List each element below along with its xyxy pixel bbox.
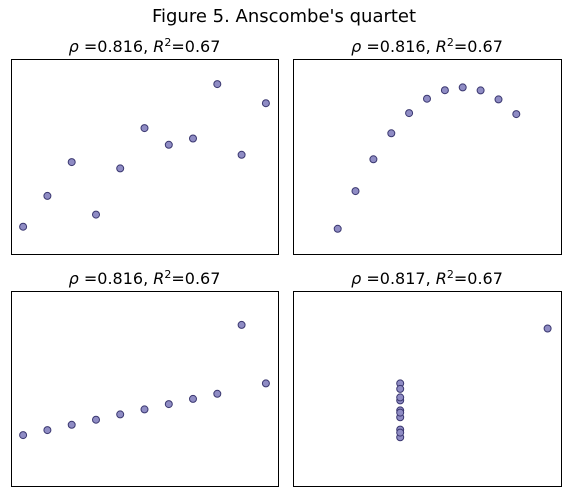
data-point [370, 156, 377, 163]
data-point [495, 96, 502, 103]
panel-title: ρ =0.816, R2=0.67 [351, 36, 503, 56]
data-point [238, 321, 245, 328]
data-point [214, 81, 221, 88]
data-point [406, 110, 413, 117]
data-point [68, 421, 75, 428]
rho-value: =0.817, [361, 269, 435, 288]
data-point [190, 135, 197, 142]
data-point [397, 429, 404, 436]
figure-title: Figure 5. Anscombe's quartet [152, 6, 416, 27]
r-symbol: R [153, 269, 164, 288]
data-point [141, 125, 148, 132]
data-point [141, 406, 148, 413]
data-point [388, 130, 395, 137]
plot-area [294, 60, 562, 255]
data-point [20, 432, 27, 439]
plot-area [12, 292, 279, 487]
rho-symbol: ρ [351, 269, 361, 288]
scatter-panel-1: ρ =0.816, R2=0.67 [12, 36, 279, 255]
plot-area [294, 292, 562, 487]
panel-title: ρ =0.816, R2=0.67 [69, 36, 221, 56]
data-point [544, 325, 551, 332]
data-point [513, 111, 520, 118]
data-point [424, 95, 431, 102]
data-point [397, 409, 404, 416]
scatter-panels: ρ =0.816, R2=0.67 ρ =0.816, R2=0.67ρ =0.8… [12, 36, 562, 487]
data-point [117, 411, 124, 418]
r-squared-value: =0.67 [171, 37, 220, 56]
data-point [397, 394, 404, 401]
data-point [20, 223, 27, 230]
data-point [165, 141, 172, 148]
data-point [68, 159, 75, 166]
r-exponent: 2 [164, 36, 171, 49]
r-symbol: R [153, 37, 164, 56]
data-point [477, 87, 484, 94]
data-point [238, 151, 245, 158]
rho-symbol: ρ [69, 269, 79, 288]
data-point [165, 401, 172, 408]
data-point [117, 165, 124, 172]
rho-symbol: ρ [351, 37, 361, 56]
panel-title: ρ =0.817, R2=0.67 [351, 268, 503, 288]
r-squared-value: =0.67 [454, 269, 503, 288]
r-squared-value: =0.67 [171, 269, 220, 288]
panel-title: ρ =0.816, R2=0.67 [69, 268, 221, 288]
r-symbol: R [436, 269, 447, 288]
data-point [93, 416, 100, 423]
r-squared-value: =0.67 [454, 37, 503, 56]
data-point [441, 87, 448, 94]
data-point [352, 188, 359, 195]
r-symbol: R [436, 37, 447, 56]
data-point [459, 84, 466, 91]
scatter-panel-2: ρ =0.816, R2=0.67 [294, 36, 562, 255]
r-exponent: 2 [447, 268, 454, 281]
rho-value: =0.816, [361, 37, 435, 56]
data-point [334, 225, 341, 232]
rho-value: =0.816, [79, 37, 153, 56]
data-point [44, 427, 51, 434]
data-point [262, 380, 269, 387]
rho-symbol: ρ [69, 37, 79, 56]
scatter-panel-3: ρ =0.816, R2=0.67 [12, 268, 279, 487]
data-point [93, 211, 100, 218]
data-point [397, 385, 404, 392]
r-exponent: 2 [164, 268, 171, 281]
rho-value: =0.816, [79, 269, 153, 288]
r-exponent: 2 [447, 36, 454, 49]
data-point [190, 395, 197, 402]
data-point [262, 100, 269, 107]
data-point [214, 390, 221, 397]
data-point [44, 192, 51, 199]
scatter-panel-4: ρ =0.817, R2=0.67 [294, 268, 562, 487]
